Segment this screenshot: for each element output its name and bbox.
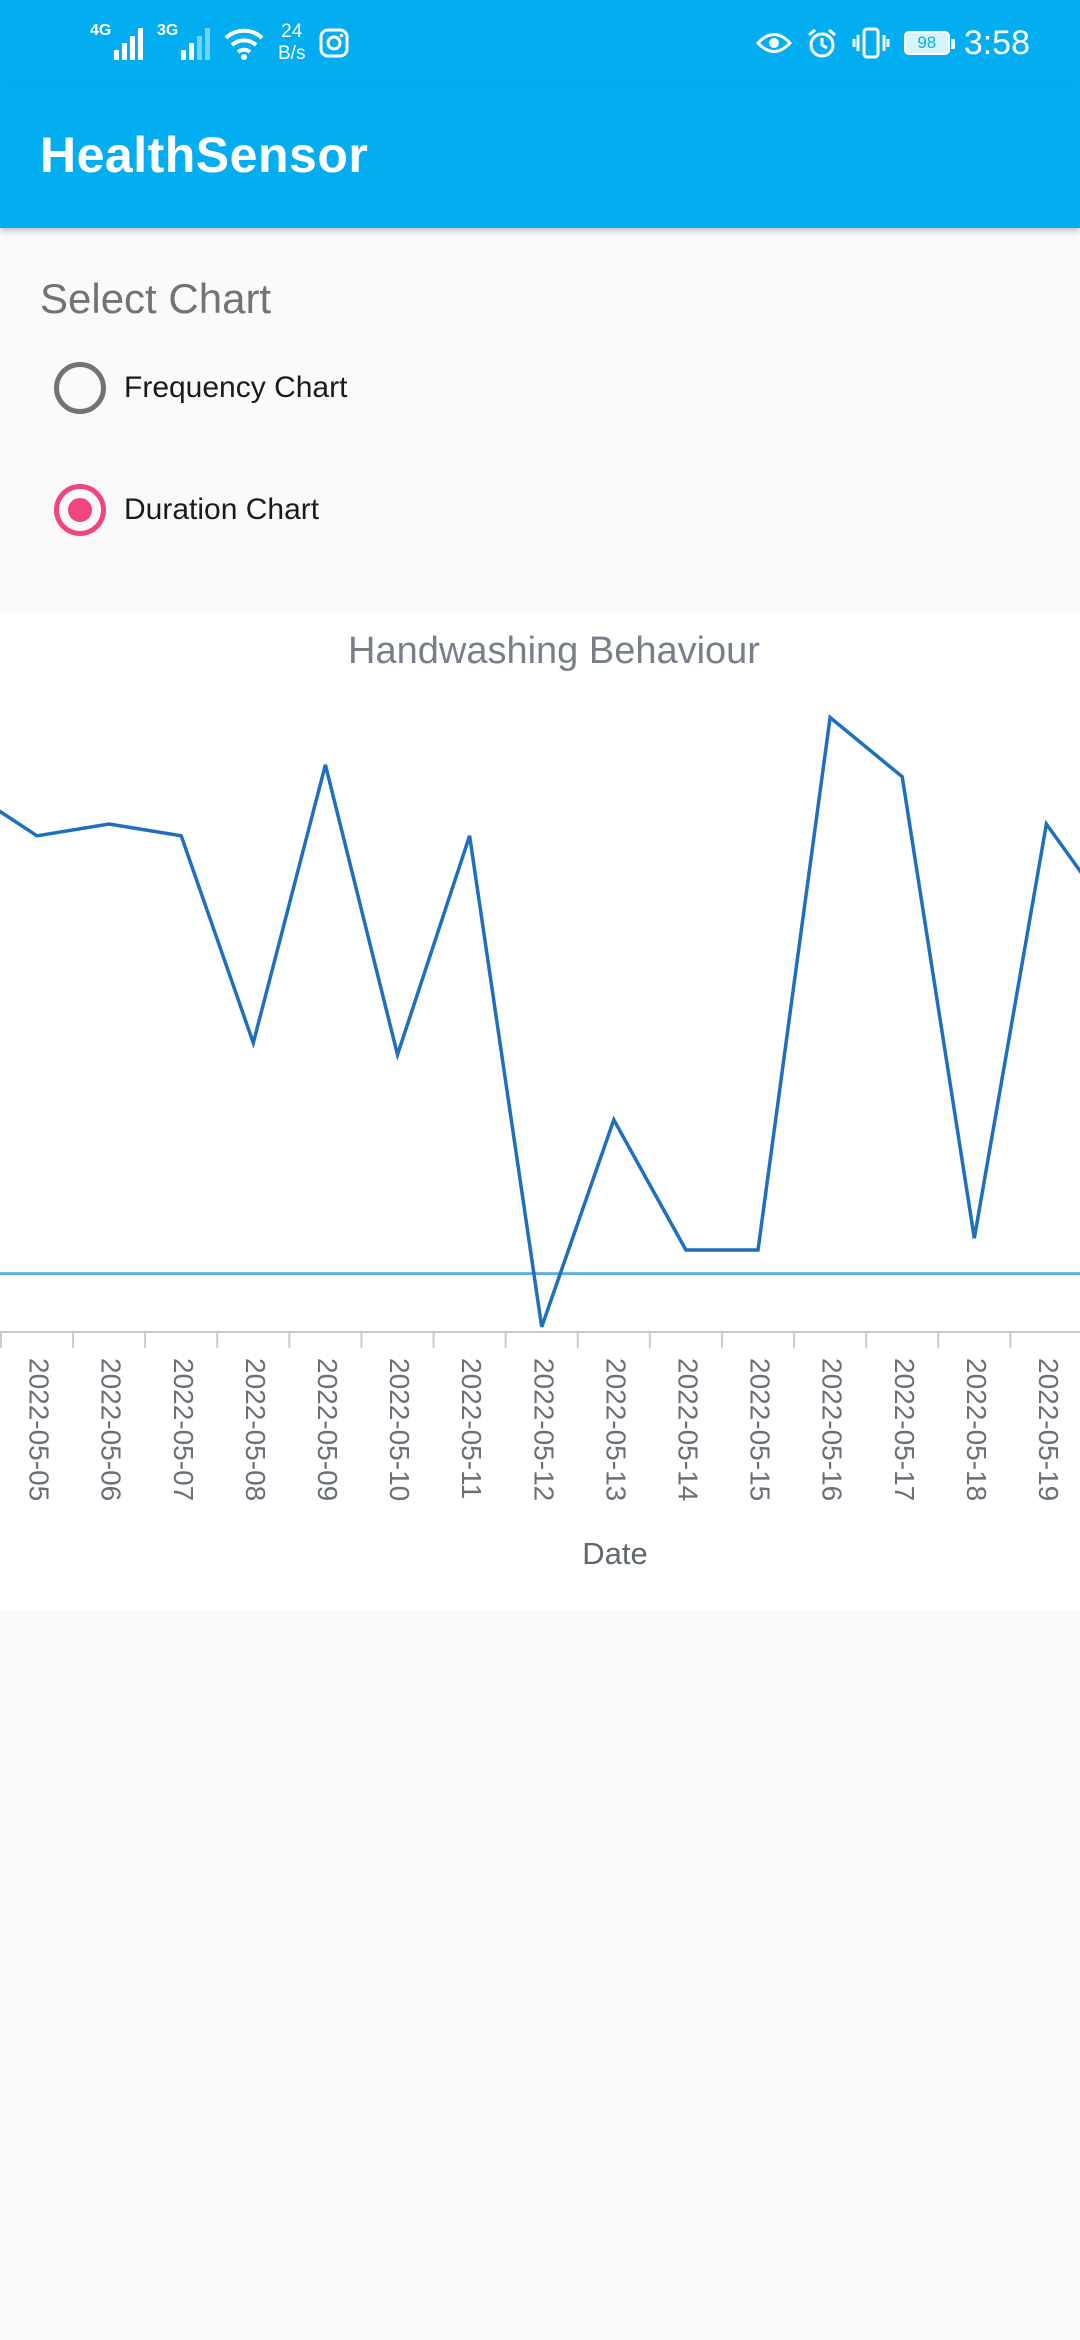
cellular-signal-icon: 4G (90, 22, 143, 60)
x-tick-label: 2022-05-14 (673, 1358, 704, 1501)
data-point (539, 1324, 545, 1330)
radio-button-selected[interactable] (54, 484, 106, 536)
radio-label-duration: Duration Chart (124, 493, 320, 526)
x-tick-label: 2022-05-13 (600, 1358, 631, 1501)
x-tick-label: 2022-05-06 (96, 1358, 127, 1501)
data-point (683, 1247, 689, 1253)
x-tick-label: 2022-05-10 (384, 1358, 415, 1501)
data-point (106, 821, 112, 827)
x-tick-label: 2022-05-07 (168, 1358, 199, 1501)
vibrate-icon (852, 27, 890, 59)
network-speed-unit: B/s (278, 43, 306, 64)
data-point (467, 833, 473, 839)
x-tick-label: 2022-05-11 (456, 1358, 487, 1499)
line-chart[interactable]: Handwashing Behaviour 2022-05-05 2022-05-… (0, 612, 1080, 1610)
x-tick-label: 2022-05-12 (528, 1358, 559, 1501)
x-tick-label: 2022-05-05 (24, 1358, 55, 1501)
cellular-signal-2-icon: 3G (157, 22, 210, 60)
instagram-icon (319, 28, 349, 58)
data-point (322, 762, 328, 768)
alarm-icon (807, 28, 836, 58)
network-speed: 24 B/s (278, 21, 305, 65)
network-type-2-label: 3G (157, 22, 179, 39)
app-title: HealthSensor (40, 127, 369, 183)
x-tick-label: 2022-05-16 (817, 1358, 848, 1501)
data-point (827, 715, 833, 721)
x-tick-label: 2022-05-19 (1033, 1358, 1064, 1501)
radio-button-unselected[interactable] (54, 362, 106, 414)
eye-icon (755, 33, 792, 53)
x-tick-label: 2022-05-18 (961, 1358, 992, 1501)
clock: 3:58 (963, 23, 1030, 62)
data-point (755, 1247, 761, 1253)
select-chart-heading: Select Chart (40, 275, 272, 322)
status-bar: 4G 3G 24 B/s (0, 0, 1080, 84)
series-line (0, 714, 1080, 1328)
data-point (34, 833, 40, 839)
wifi-icon (224, 28, 264, 60)
x-axis-label: Date (582, 1536, 647, 1571)
chart-title: Handwashing Behaviour (348, 630, 760, 672)
x-tick-label: 2022-05-09 (312, 1358, 343, 1501)
data-point (178, 833, 184, 839)
data-point (971, 1235, 977, 1241)
network-speed-value: 24 (281, 21, 303, 42)
x-tick-label: 2022-05-08 (240, 1358, 271, 1501)
data-point (250, 1040, 256, 1046)
battery-icon: 98 (903, 31, 955, 55)
data-point (1043, 821, 1049, 827)
data-point (611, 1117, 617, 1123)
app-bar: HealthSensor (0, 84, 1080, 228)
x-tick-label: 2022-05-17 (889, 1358, 920, 1501)
chart-card: Handwashing Behaviour 2022-05-05 2022-05-… (0, 612, 1080, 1610)
radio-label-frequency: Frequency Chart (124, 371, 348, 404)
data-point (395, 1052, 401, 1058)
radio-duration-chart[interactable]: Duration Chart (54, 482, 319, 538)
battery-level: 98 (917, 33, 937, 52)
network-type-label: 4G (90, 22, 112, 39)
radio-frequency-chart[interactable]: Frequency Chart (54, 360, 347, 416)
data-point (899, 774, 905, 780)
x-tick-label: 2022-05-15 (745, 1358, 776, 1501)
